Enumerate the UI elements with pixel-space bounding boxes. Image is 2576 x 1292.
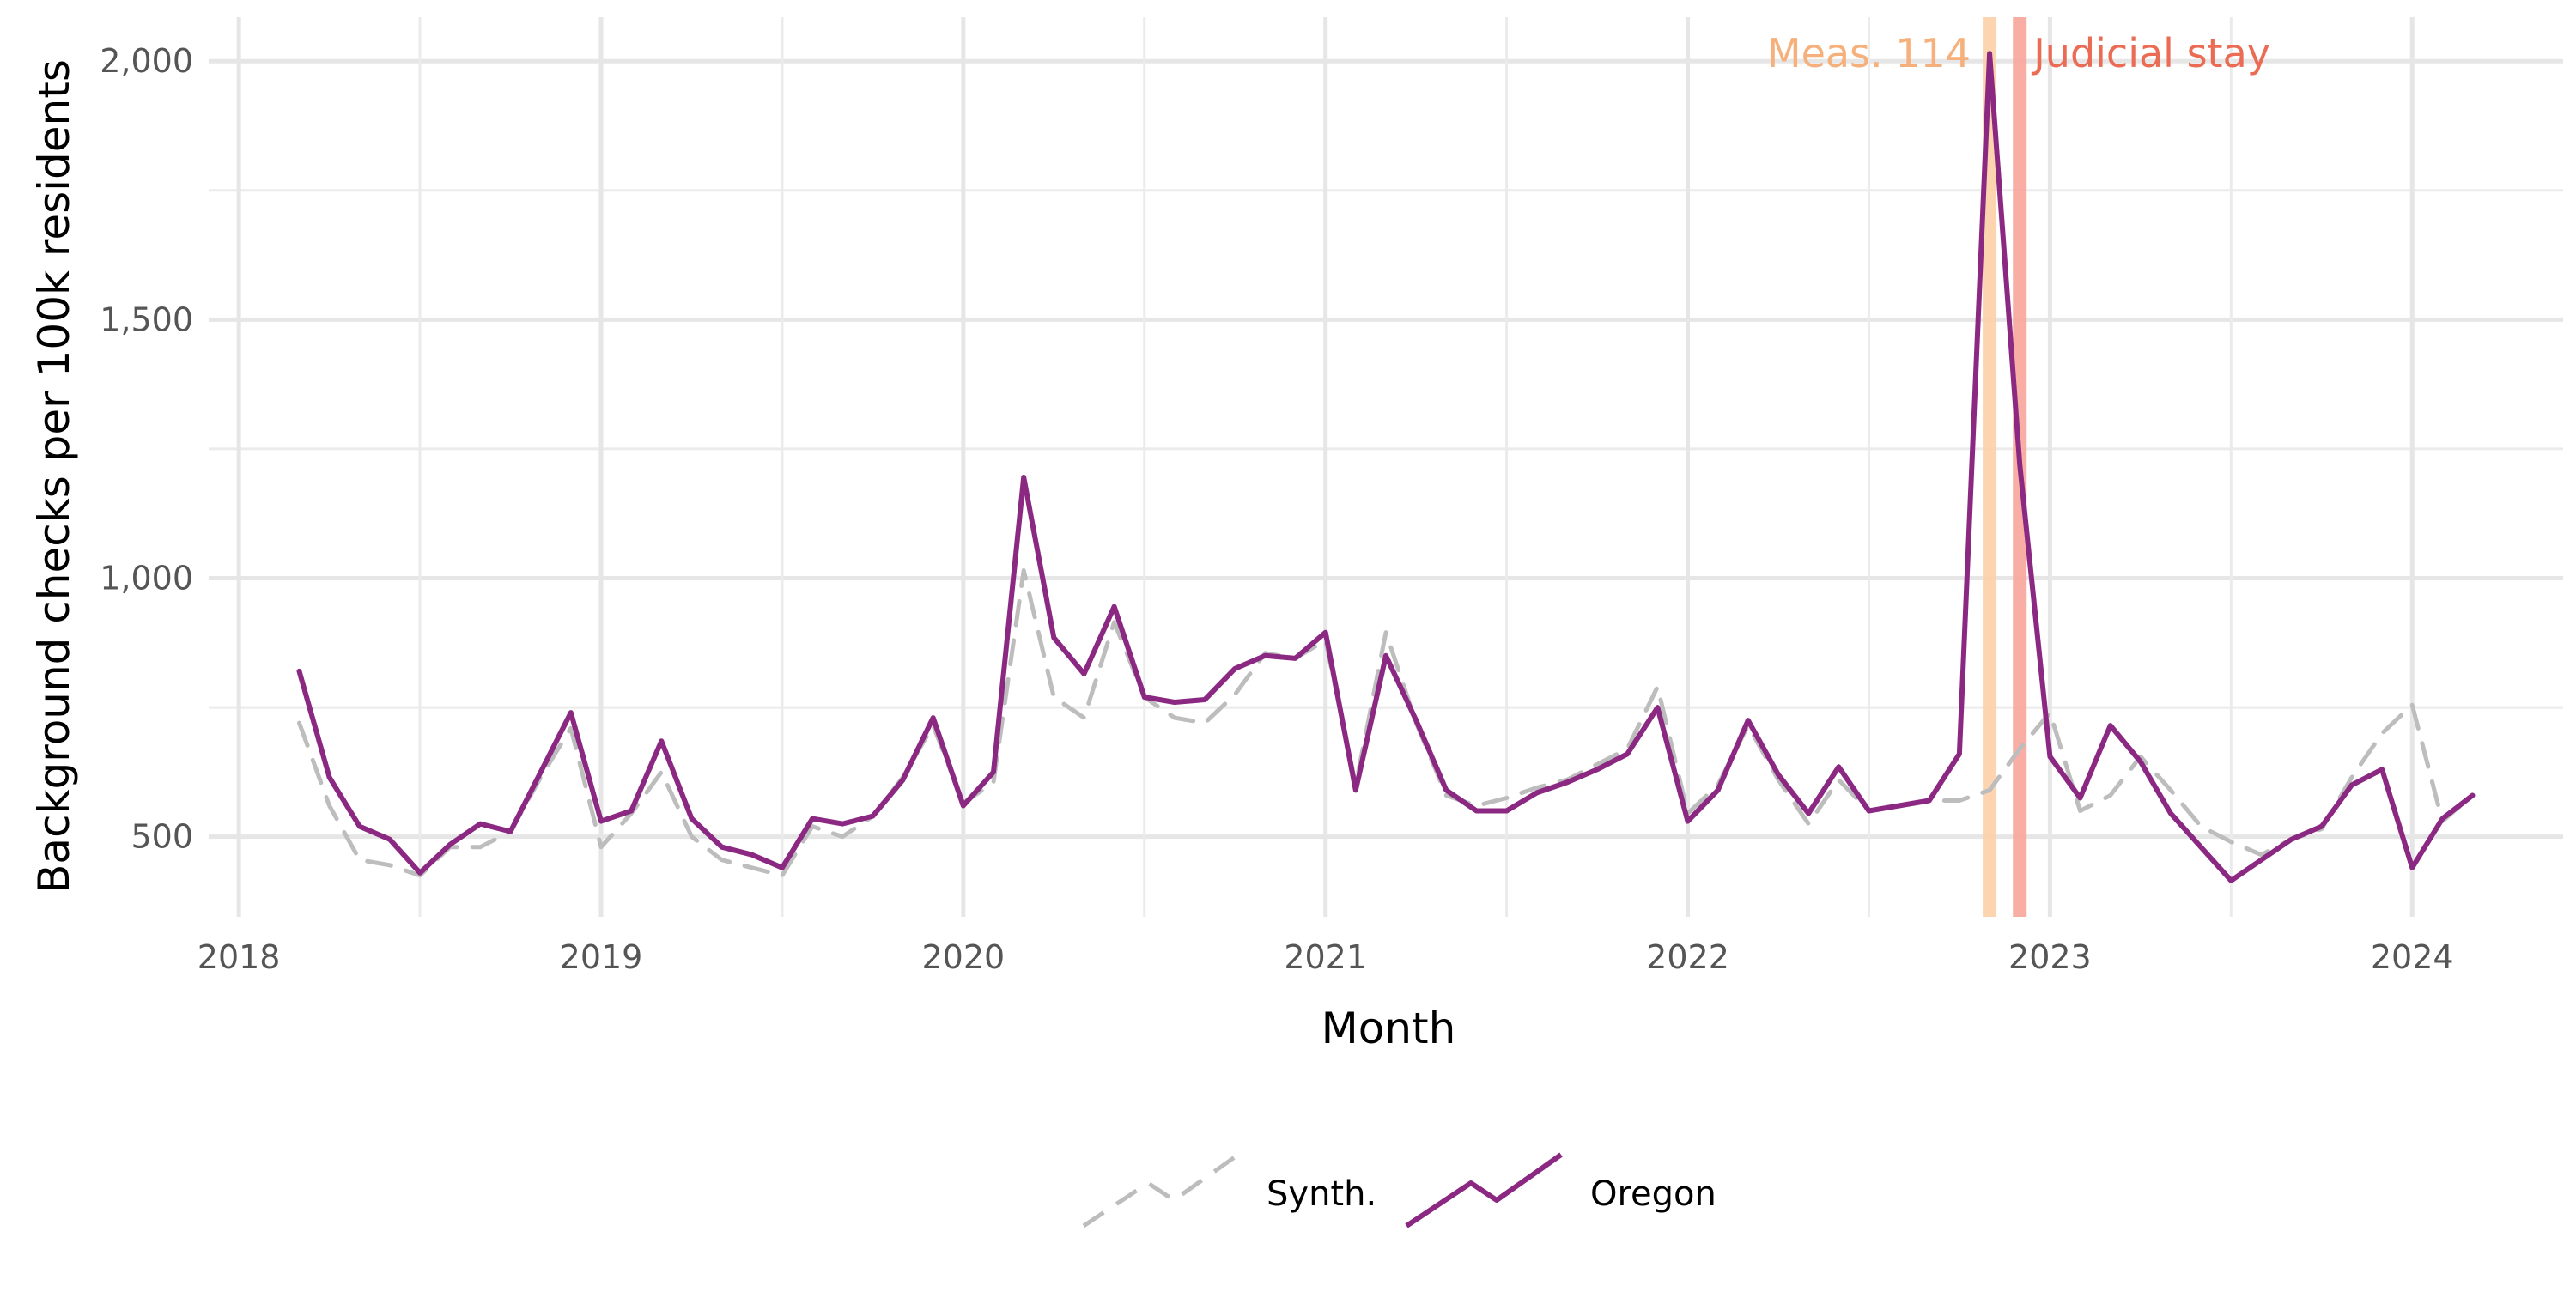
x-tick-label: 2022 xyxy=(1646,938,1729,976)
x-tick-label: 2024 xyxy=(2371,938,2454,976)
legend-label: Oregon xyxy=(1590,1174,1716,1214)
x-tick-label: 2023 xyxy=(2008,938,2092,976)
annotation-label: Judicial stay xyxy=(2031,30,2270,76)
legend-item: Oregon xyxy=(1406,1155,1716,1226)
legend-label: Synth. xyxy=(1267,1174,1376,1214)
y-tick-label: 2,000 xyxy=(100,42,193,80)
legend: Synth. Oregon xyxy=(1084,1155,1716,1226)
series-line-synth xyxy=(300,571,2473,876)
y-tick-label: 500 xyxy=(131,818,193,856)
x-axis-title: Month xyxy=(1321,1004,1456,1053)
x-tick-label: 2018 xyxy=(197,938,281,976)
legend-item: Synth. xyxy=(1084,1155,1376,1226)
annotation-label: Meas. 114 xyxy=(1767,30,1971,76)
x-tick-label: 2019 xyxy=(560,938,643,976)
y-tick-label: 1,000 xyxy=(100,559,193,597)
y-axis-title: Background checks per 100k residents xyxy=(29,59,79,894)
legend-key xyxy=(1084,1155,1238,1226)
x-tick-label: 2020 xyxy=(921,938,1005,976)
y-tick-label: 1,500 xyxy=(100,300,193,338)
grid xyxy=(209,17,2563,917)
series xyxy=(299,53,2472,881)
series-line-oregon xyxy=(300,53,2473,881)
x-tick-label: 2021 xyxy=(1284,938,1367,976)
legend-key xyxy=(1406,1155,1561,1226)
